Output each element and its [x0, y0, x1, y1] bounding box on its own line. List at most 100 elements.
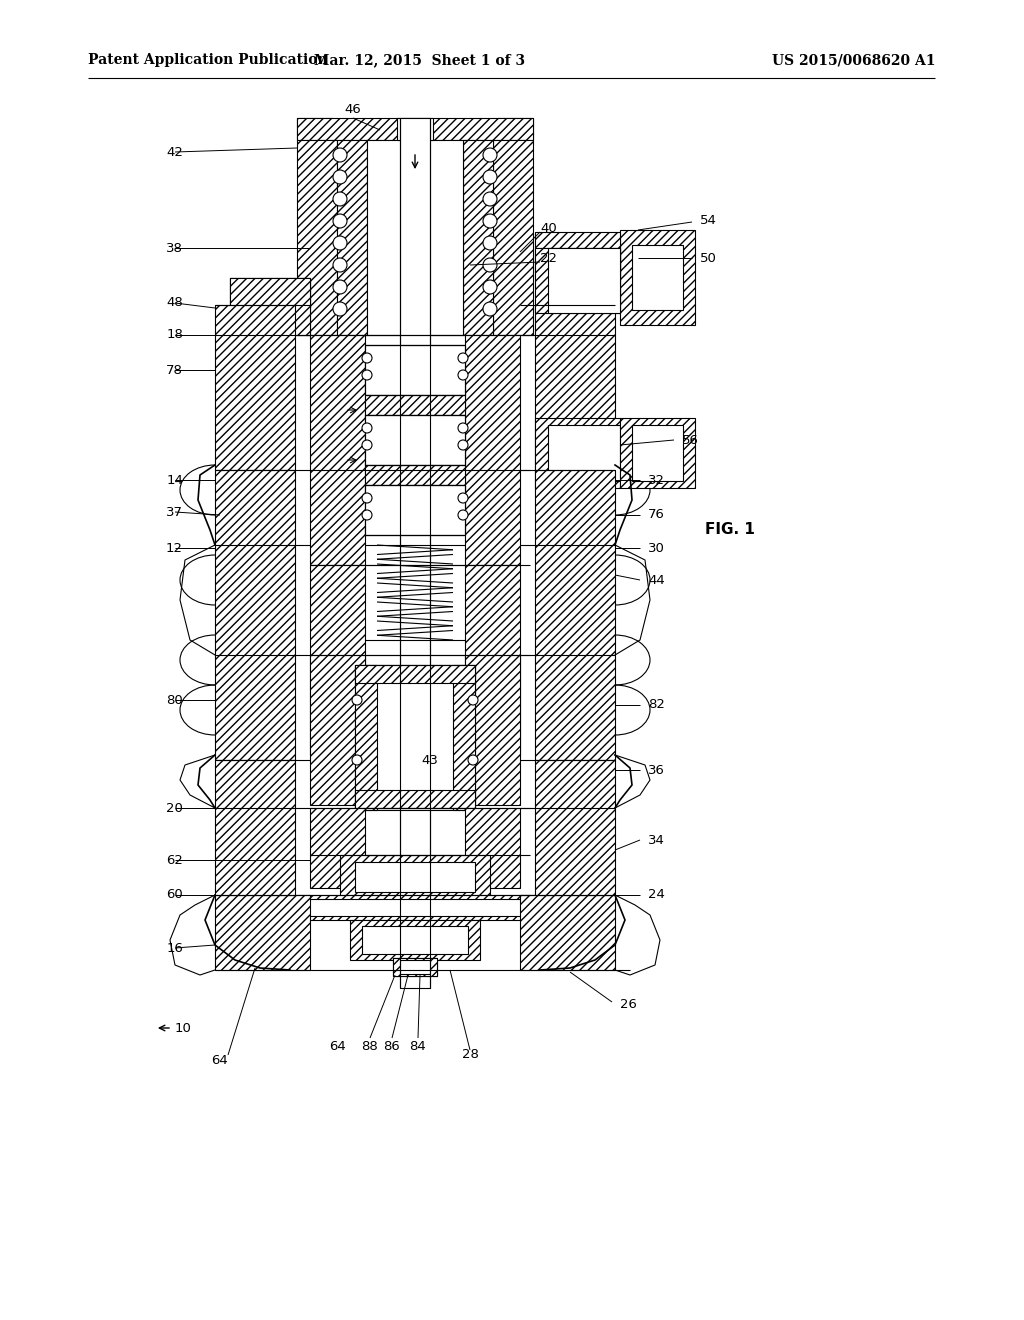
Text: Mar. 12, 2015  Sheet 1 of 3: Mar. 12, 2015 Sheet 1 of 3	[314, 53, 525, 67]
Bar	[297, 117, 333, 140]
Circle shape	[483, 257, 497, 272]
Text: 14: 14	[166, 474, 183, 487]
Bar	[493, 140, 534, 335]
Text: 28: 28	[462, 1048, 478, 1061]
Circle shape	[458, 492, 468, 503]
Bar	[230, 279, 310, 335]
Bar	[355, 862, 475, 892]
Circle shape	[352, 696, 362, 705]
Text: 42: 42	[166, 145, 183, 158]
Circle shape	[333, 236, 347, 249]
Circle shape	[458, 440, 468, 450]
Bar	[400, 117, 430, 987]
Text: 48: 48	[166, 297, 183, 309]
Text: 12: 12	[166, 541, 183, 554]
Bar	[400, 960, 430, 974]
Text: 56: 56	[682, 433, 698, 446]
Bar	[632, 425, 683, 480]
Circle shape	[362, 422, 372, 433]
Bar	[378, 702, 452, 722]
Text: 20: 20	[166, 801, 183, 814]
Bar	[215, 470, 295, 760]
Circle shape	[483, 191, 497, 206]
Bar	[310, 335, 365, 565]
Circle shape	[352, 755, 362, 766]
Circle shape	[333, 280, 347, 294]
Text: 78: 78	[166, 363, 183, 376]
Bar	[215, 760, 295, 895]
Bar	[270, 899, 560, 916]
Bar	[465, 335, 520, 565]
Text: 32: 32	[648, 474, 665, 487]
Bar	[255, 895, 575, 920]
Circle shape	[362, 492, 372, 503]
Bar	[393, 958, 437, 975]
Bar	[535, 305, 615, 470]
Text: 40: 40	[540, 222, 557, 235]
Bar	[355, 665, 475, 810]
Circle shape	[458, 510, 468, 520]
Text: 62: 62	[166, 854, 183, 866]
Bar	[355, 665, 377, 810]
Text: 82: 82	[648, 698, 665, 711]
Text: 43: 43	[422, 754, 438, 767]
Bar	[215, 305, 295, 470]
Bar	[310, 808, 365, 888]
Bar	[465, 565, 520, 755]
Bar	[520, 895, 615, 970]
Bar	[310, 565, 365, 755]
Text: 37: 37	[166, 506, 183, 519]
Bar	[497, 117, 534, 140]
Circle shape	[458, 370, 468, 380]
Text: 60: 60	[166, 888, 183, 902]
Circle shape	[362, 352, 372, 363]
Circle shape	[333, 302, 347, 315]
Text: 30: 30	[648, 541, 665, 554]
Text: Patent Application Publication: Patent Application Publication	[88, 53, 328, 67]
Circle shape	[483, 214, 497, 228]
Bar	[350, 920, 480, 960]
Bar	[535, 470, 615, 760]
Bar	[365, 345, 465, 395]
Bar	[535, 418, 620, 488]
Bar	[393, 958, 437, 975]
Bar	[365, 465, 465, 484]
Bar	[355, 789, 475, 808]
Circle shape	[468, 696, 478, 705]
Bar	[362, 927, 468, 954]
Bar	[465, 655, 520, 805]
Text: 84: 84	[410, 1040, 426, 1053]
Text: 46: 46	[345, 103, 361, 116]
Bar	[365, 395, 465, 414]
Text: 80: 80	[166, 693, 183, 706]
Bar	[365, 484, 465, 535]
Text: 76: 76	[648, 508, 665, 521]
Text: 10: 10	[175, 1022, 191, 1035]
Text: 88: 88	[361, 1040, 379, 1053]
Text: 54: 54	[700, 214, 717, 227]
Circle shape	[333, 170, 347, 183]
Bar	[545, 252, 620, 272]
Circle shape	[468, 755, 478, 766]
Circle shape	[362, 370, 372, 380]
Text: 16: 16	[166, 941, 183, 954]
Bar	[406, 140, 425, 319]
Bar	[620, 230, 695, 325]
Circle shape	[333, 148, 347, 162]
Bar	[297, 117, 534, 140]
Circle shape	[483, 236, 497, 249]
Bar	[632, 246, 683, 310]
Bar	[297, 140, 337, 335]
Bar	[453, 665, 475, 810]
Bar	[215, 895, 310, 970]
Circle shape	[483, 302, 497, 315]
Text: 86: 86	[384, 1040, 400, 1053]
Bar	[535, 248, 620, 276]
Circle shape	[333, 191, 347, 206]
Circle shape	[483, 170, 497, 183]
Text: 50: 50	[700, 252, 717, 264]
Circle shape	[333, 257, 347, 272]
Bar	[337, 140, 367, 335]
Text: 24: 24	[648, 888, 665, 902]
Bar	[535, 232, 620, 248]
